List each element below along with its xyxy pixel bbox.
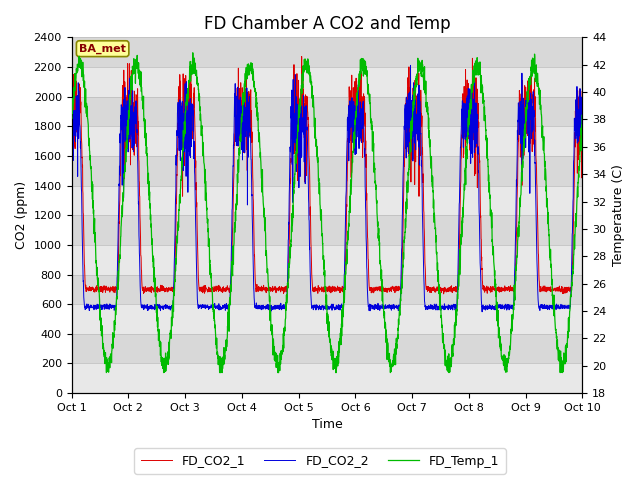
FD_CO2_2: [68, 81, 76, 86]
FD_CO2_2: [117, 112, 125, 118]
FD_Temp_1: [102, 370, 110, 375]
Bar: [72, 67, 582, 96]
FD_CO2_1: [117, 129, 125, 135]
Bar: [72, 304, 582, 334]
FD_CO2_2: [148, 303, 156, 309]
FD_Temp_1: [68, 114, 76, 120]
FD_CO2_1: [68, 113, 76, 119]
FD_CO2_2: [478, 309, 486, 315]
Y-axis label: CO2 (ppm): CO2 (ppm): [15, 181, 28, 249]
FD_CO2_1: [181, 117, 189, 123]
FD_CO2_2: [181, 107, 189, 113]
FD_Temp_1: [344, 239, 351, 245]
Bar: [72, 363, 582, 393]
FD_CO2_2: [513, 170, 521, 176]
FD_CO2_1: [579, 122, 586, 128]
FD_Temp_1: [513, 253, 521, 259]
FD_CO2_1: [440, 291, 447, 297]
FD_Temp_1: [117, 222, 125, 228]
Bar: [72, 245, 582, 275]
Bar: [72, 186, 582, 215]
FD_Temp_1: [579, 120, 586, 126]
FD_Temp_1: [189, 50, 196, 56]
FD_Temp_1: [253, 105, 261, 110]
Bar: [72, 126, 582, 156]
FD_CO2_1: [513, 211, 521, 216]
FD_CO2_1: [298, 54, 305, 60]
FD_CO2_2: [406, 62, 414, 68]
FD_CO2_1: [148, 286, 156, 292]
Y-axis label: Temperature (C): Temperature (C): [612, 164, 625, 266]
FD_CO2_2: [579, 105, 586, 111]
Text: BA_met: BA_met: [79, 44, 126, 54]
X-axis label: Time: Time: [312, 419, 342, 432]
FD_CO2_2: [253, 303, 260, 309]
Line: FD_Temp_1: FD_Temp_1: [72, 53, 582, 372]
FD_Temp_1: [181, 131, 189, 137]
FD_CO2_2: [343, 147, 351, 153]
Line: FD_CO2_1: FD_CO2_1: [72, 57, 582, 294]
Legend: FD_CO2_1, FD_CO2_2, FD_Temp_1: FD_CO2_1, FD_CO2_2, FD_Temp_1: [134, 448, 506, 474]
Title: FD Chamber A CO2 and Temp: FD Chamber A CO2 and Temp: [204, 15, 451, 33]
Line: FD_CO2_2: FD_CO2_2: [72, 65, 582, 312]
FD_Temp_1: [148, 236, 156, 241]
FD_CO2_1: [253, 281, 260, 287]
FD_CO2_1: [343, 179, 351, 184]
